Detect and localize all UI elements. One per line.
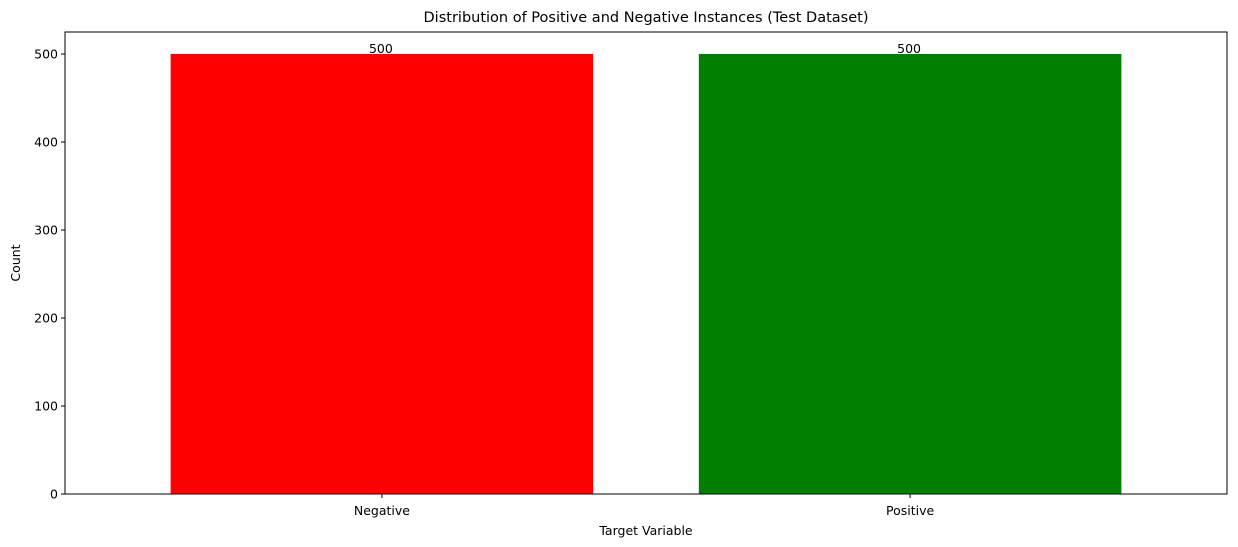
x-tick-label-negative: Negative	[354, 503, 410, 518]
bars-layer	[170, 54, 1122, 494]
x-axis-ticks: Negative Positive	[354, 494, 934, 518]
y-tick-label: 200	[34, 311, 58, 326]
x-axis-label: Target Variable	[598, 523, 693, 538]
x-tick-label-positive: Positive	[886, 503, 934, 518]
y-axis-ticks: 0 100 200 300 400 500	[34, 47, 65, 502]
plot-frame	[64, 31, 1228, 495]
bar-negative	[170, 54, 594, 494]
y-tick-label: 0	[50, 487, 58, 502]
data-labels-layer: 500 500	[369, 41, 921, 56]
y-tick-label: 500	[34, 47, 58, 62]
y-axis-label: Count	[8, 244, 23, 281]
chart-title: Distribution of Positive and Negative In…	[424, 10, 869, 26]
data-label-positive: 500	[897, 41, 921, 56]
y-tick-label: 300	[34, 223, 58, 238]
y-tick-label: 400	[34, 135, 58, 150]
data-label-negative: 500	[369, 41, 393, 56]
y-tick-label: 100	[34, 399, 58, 414]
bar-positive	[698, 54, 1122, 494]
